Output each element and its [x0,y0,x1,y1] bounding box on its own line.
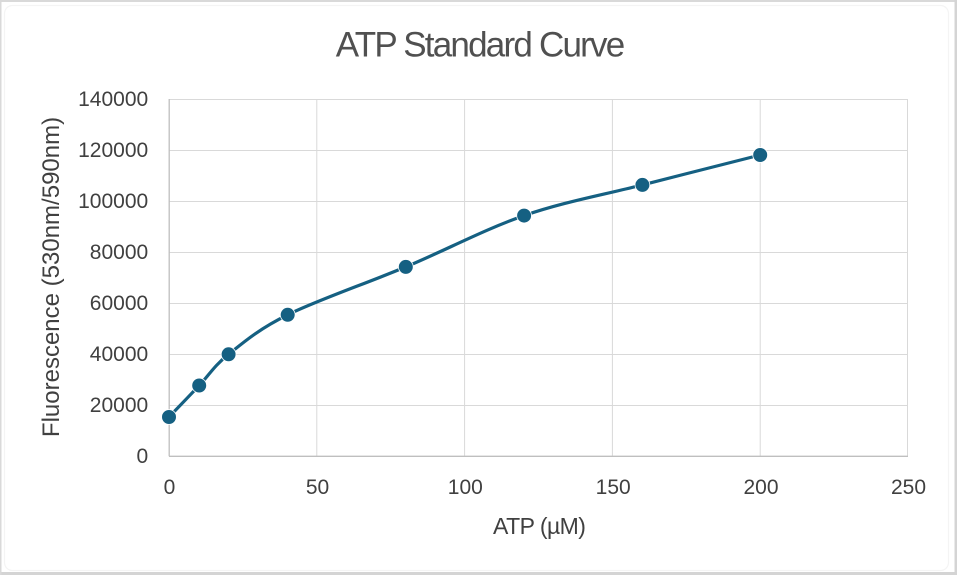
svg-text:50: 50 [306,476,329,499]
svg-text:40000: 40000 [90,343,148,366]
svg-text:Fluorescence (530nm/590nm): Fluorescence (530nm/590nm) [38,117,65,437]
svg-text:0: 0 [164,476,176,499]
svg-text:0: 0 [137,445,149,468]
svg-text:100: 100 [448,476,483,499]
svg-text:60000: 60000 [90,292,148,315]
svg-text:20000: 20000 [90,394,148,417]
svg-text:140000: 140000 [78,88,148,111]
svg-text:ATP Standard Curve: ATP Standard Curve [336,25,624,64]
svg-text:250: 250 [891,476,926,499]
svg-text:120000: 120000 [78,139,148,162]
svg-text:100000: 100000 [78,190,148,213]
svg-text:80000: 80000 [90,241,148,264]
svg-text:150: 150 [596,476,631,499]
svg-text:ATP (µM): ATP (µM) [493,513,585,539]
svg-text:200: 200 [743,476,778,499]
